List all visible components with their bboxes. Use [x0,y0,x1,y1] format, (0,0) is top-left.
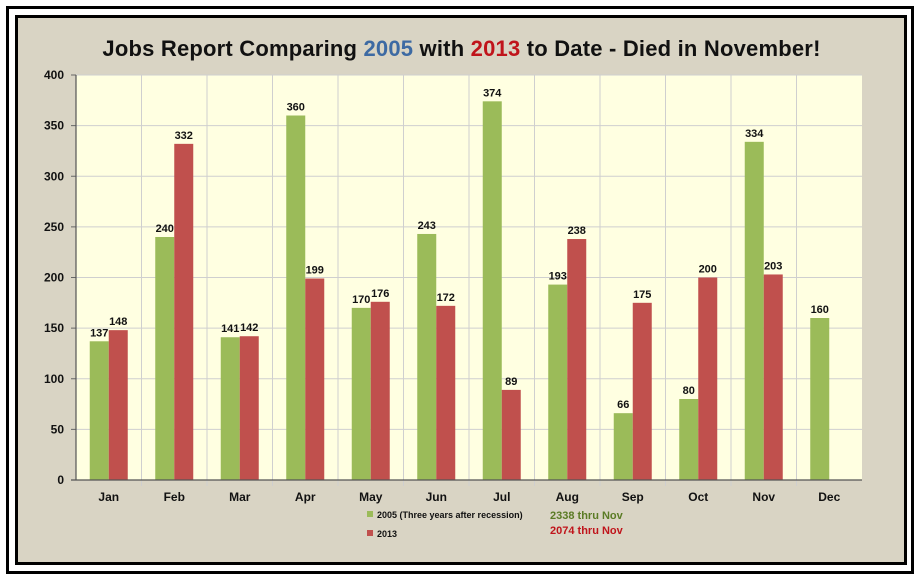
y-tick-label: 250 [44,220,64,234]
x-tick-label: Apr [295,490,316,504]
data-label: 172 [437,292,455,304]
bar-2005 [155,237,175,480]
legend: 2005 (Three years after recession) 2013 … [367,510,624,539]
bar-2013 [108,330,128,480]
data-label: 200 [699,264,717,276]
bar-2013 [501,389,521,480]
legend-label-2013: 2013 [377,529,397,539]
data-label: 170 [352,294,370,306]
bar-2005 [548,284,568,480]
data-label: 89 [505,376,517,388]
data-label: 148 [109,316,127,328]
bar-2005 [613,413,633,480]
bar-2013 [305,278,325,480]
data-label: 193 [549,271,567,283]
bar-2013 [698,277,718,480]
title-part1: Jobs Report Comparing [102,36,364,61]
y-tick-label: 400 [44,68,64,82]
data-label: 66 [617,399,629,411]
y-tick-label: 0 [57,473,64,487]
data-label: 240 [156,223,174,235]
data-label: 142 [240,322,258,334]
bar-2005 [744,141,764,480]
x-tick-label: Sep [622,490,644,504]
x-tick-label: May [359,490,383,504]
bar-2013 [174,143,194,480]
chart-title: Jobs Report Comparing 2005 with 2013 to … [0,36,923,62]
bar-2005 [810,318,830,480]
y-tick-label: 350 [44,119,64,133]
data-label: 332 [175,130,193,142]
bar-2005 [679,399,699,480]
data-label: 203 [764,260,782,272]
data-labels: 137 240 141 360 170 243 374 193 66 80 334 160 148 332… [90,87,829,411]
y-tick-label: 100 [44,372,64,386]
x-tick-label: Jul [493,490,510,504]
x-tick-label: Aug [556,490,579,504]
x-tick-label: Jun [426,490,447,504]
x-tick-label: Oct [688,490,708,504]
x-tick-label: Feb [164,490,185,504]
y-tick-label: 200 [44,271,64,285]
data-label: 80 [683,385,695,397]
bar-2005 [220,337,240,480]
title-part3: to Date - Died in November! [520,36,821,61]
data-label: 238 [568,225,586,237]
data-label: 175 [633,289,651,301]
x-tick-label: Mar [229,490,251,504]
data-label: 334 [745,128,764,140]
x-tick-label: Jan [98,490,119,504]
legend-label-2005: 2005 (Three years after recession) [377,510,523,520]
bar-2013 [436,305,456,480]
data-label: 374 [483,87,502,99]
x-tick-label: Nov [752,490,775,504]
x-tick-label: Dec [818,490,840,504]
legend-swatch-2013 [367,530,373,536]
data-label: 243 [418,220,436,232]
data-label: 360 [287,102,305,114]
bar-2005 [286,115,306,480]
bar-2005 [482,101,502,480]
gridlines [76,74,862,486]
bar-2013 [567,239,587,480]
legend-swatch-2005 [367,511,373,517]
bar-2013 [239,336,259,480]
y-tick-label: 300 [44,169,64,183]
bar-2013 [763,274,783,480]
bar-2005 [89,341,109,480]
data-label: 141 [221,323,239,335]
axes [71,75,862,481]
data-label: 199 [306,265,324,277]
bar-2013 [632,302,652,480]
title-year-2005: 2005 [363,36,414,61]
y-tick-label: 50 [51,422,65,436]
y-tick-label: 150 [44,321,64,335]
total-2005-annotation: 2338 thru Nov [550,510,624,522]
bar-2013 [370,301,390,480]
bar-2005 [351,307,371,480]
title-year-2013: 2013 [470,36,521,61]
title-part2: with [413,36,471,61]
data-label: 160 [811,304,829,316]
x-axis-ticks: Jan Feb Mar Apr May Jun Jul Aug Sep Oct Nov Dec [98,490,840,504]
bar-2005 [417,233,437,480]
total-2013-annotation: 2074 thru Nov [550,525,624,537]
bars [89,101,830,480]
y-axis-ticks: 0 50 100 150 200 250 300 350 400 [44,68,76,487]
data-label: 137 [90,327,108,339]
data-label: 176 [371,288,389,300]
